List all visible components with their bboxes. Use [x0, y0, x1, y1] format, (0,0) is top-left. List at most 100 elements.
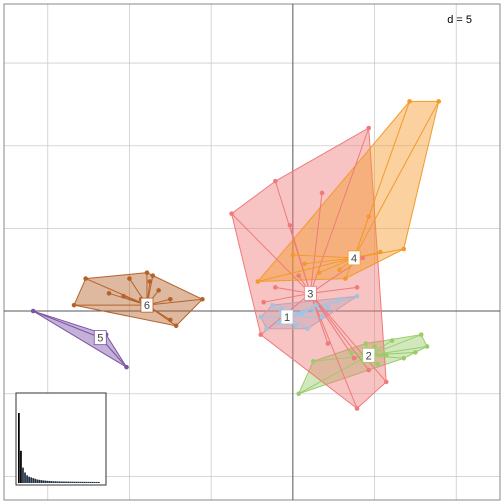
- point-group-6-2: [127, 276, 132, 281]
- eigen-bar-20: [59, 481, 61, 483]
- label-group-5: 5: [97, 333, 103, 345]
- spoke-group-2-13: [368, 351, 416, 356]
- hull-group-6: [73, 272, 204, 327]
- eigen-bar-0: [18, 413, 20, 483]
- point-group-1-7: [337, 296, 342, 302]
- point-group-3-11: [383, 379, 389, 385]
- eigen-bar-15: [48, 480, 51, 483]
- label-box-group-3: [303, 285, 317, 301]
- point-group-3-8: [325, 341, 331, 346]
- scale-label: d = 5: [447, 14, 472, 26]
- spoke-group-4-0: [257, 257, 355, 283]
- point-group-2-8: [424, 344, 430, 349]
- eigen-bar-22: [63, 481, 65, 483]
- point-group-5-2: [124, 364, 129, 370]
- eigen-bar-34: [87, 481, 90, 483]
- point-group-1-8: [354, 293, 360, 299]
- eigen-bar-25: [69, 481, 71, 483]
- spoke-group-2-8: [368, 345, 428, 356]
- point-group-2-6: [401, 355, 407, 361]
- spoke-group-2-1: [313, 354, 369, 362]
- point-group-4-1: [290, 252, 296, 258]
- spoke-group-3-13: [289, 225, 311, 294]
- spoke-group-2-0: [298, 354, 369, 395]
- point-group-6-1: [83, 276, 88, 281]
- spoke-group-4-7: [353, 101, 440, 259]
- point-group-2-1: [310, 358, 316, 364]
- point-group-3-5: [354, 285, 360, 290]
- plot-frame: [3, 3, 501, 501]
- label-box-group-5: [93, 330, 107, 346]
- eigen-bar-18: [54, 481, 57, 483]
- point-group-2-7: [418, 332, 424, 337]
- hull-group-5: [32, 310, 127, 368]
- point-group-4-8: [366, 214, 372, 219]
- spoke-group-3-10: [309, 293, 370, 371]
- point-group-6-12: [147, 279, 153, 284]
- spoke-group-6-1: [85, 278, 148, 306]
- point-group-5-0: [30, 308, 36, 314]
- point-group-6-4: [150, 273, 156, 278]
- spoke-group-6-5: [146, 298, 203, 306]
- label-box-group-2: [362, 347, 376, 363]
- label-group-6: 6: [144, 300, 150, 312]
- spoke-group-3-11: [309, 293, 387, 383]
- eigen-bar-31: [81, 481, 84, 483]
- point-group-2-12: [389, 338, 395, 343]
- point-group-4-6: [407, 99, 412, 104]
- spoke-group-3-2: [309, 192, 323, 294]
- label-box-group-1: [280, 309, 294, 325]
- point-group-2-0: [296, 391, 301, 397]
- point-group-1-11: [275, 320, 281, 326]
- label-group-3: 3: [307, 288, 313, 300]
- eigen-bar-26: [71, 481, 74, 483]
- eigen-bar-1: [20, 450, 22, 483]
- point-group-3-1: [273, 178, 278, 184]
- eigenvalue-inset: [15, 392, 107, 486]
- spoke-group-3-0: [231, 213, 311, 294]
- point-group-1-5: [313, 302, 319, 308]
- eigen-bar-8: [34, 478, 37, 483]
- spoke-group-5-0: [32, 310, 101, 339]
- eigen-bar-28: [75, 481, 78, 483]
- point-group-1-0: [258, 314, 264, 320]
- eigen-bar-37: [93, 481, 96, 483]
- label-box-group-6: [140, 297, 154, 313]
- axes: [3, 3, 501, 501]
- spoke-group-4-1: [292, 254, 355, 259]
- eigen-bar-7: [32, 478, 35, 483]
- point-group-1-2: [278, 305, 284, 311]
- eigen-bar-36: [91, 481, 94, 483]
- point-group-3-13: [287, 223, 293, 228]
- point-group-3-12: [354, 406, 360, 411]
- eigen-bar-35: [89, 481, 92, 483]
- point-group-1-9: [293, 323, 299, 329]
- eigen-bar-14: [46, 480, 49, 483]
- point-group-3-6: [261, 299, 266, 305]
- point-group-1-13: [319, 314, 325, 320]
- point-group-3-9: [351, 355, 357, 361]
- point-group-6-3: [144, 270, 150, 275]
- point-group-1-6: [325, 305, 331, 311]
- spoke-group-3-5: [310, 286, 358, 294]
- point-group-4-2: [316, 270, 322, 275]
- eigen-bar-19: [56, 481, 59, 483]
- point-group-2-13: [413, 350, 418, 355]
- eigen-bar-38: [95, 481, 98, 483]
- inset-frame: [15, 392, 107, 486]
- label-box-group-4: [347, 250, 361, 266]
- point-group-1-1: [270, 302, 275, 308]
- spoke-group-4-10: [304, 257, 355, 265]
- eigen-bar-16: [50, 481, 53, 483]
- eigen-bar-17: [52, 481, 55, 483]
- spoke-group-3-12: [309, 293, 358, 409]
- label-group-2: 2: [366, 350, 372, 362]
- point-group-4-5: [401, 246, 407, 252]
- eigen-bar-10: [38, 479, 41, 483]
- point-group-4-7: [436, 99, 442, 104]
- point-group-2-9: [348, 350, 354, 355]
- eigen-bar-4: [26, 475, 28, 483]
- point-group-1-10: [264, 326, 269, 332]
- eigen-bar-12: [42, 480, 45, 483]
- point-group-6-5: [200, 296, 205, 302]
